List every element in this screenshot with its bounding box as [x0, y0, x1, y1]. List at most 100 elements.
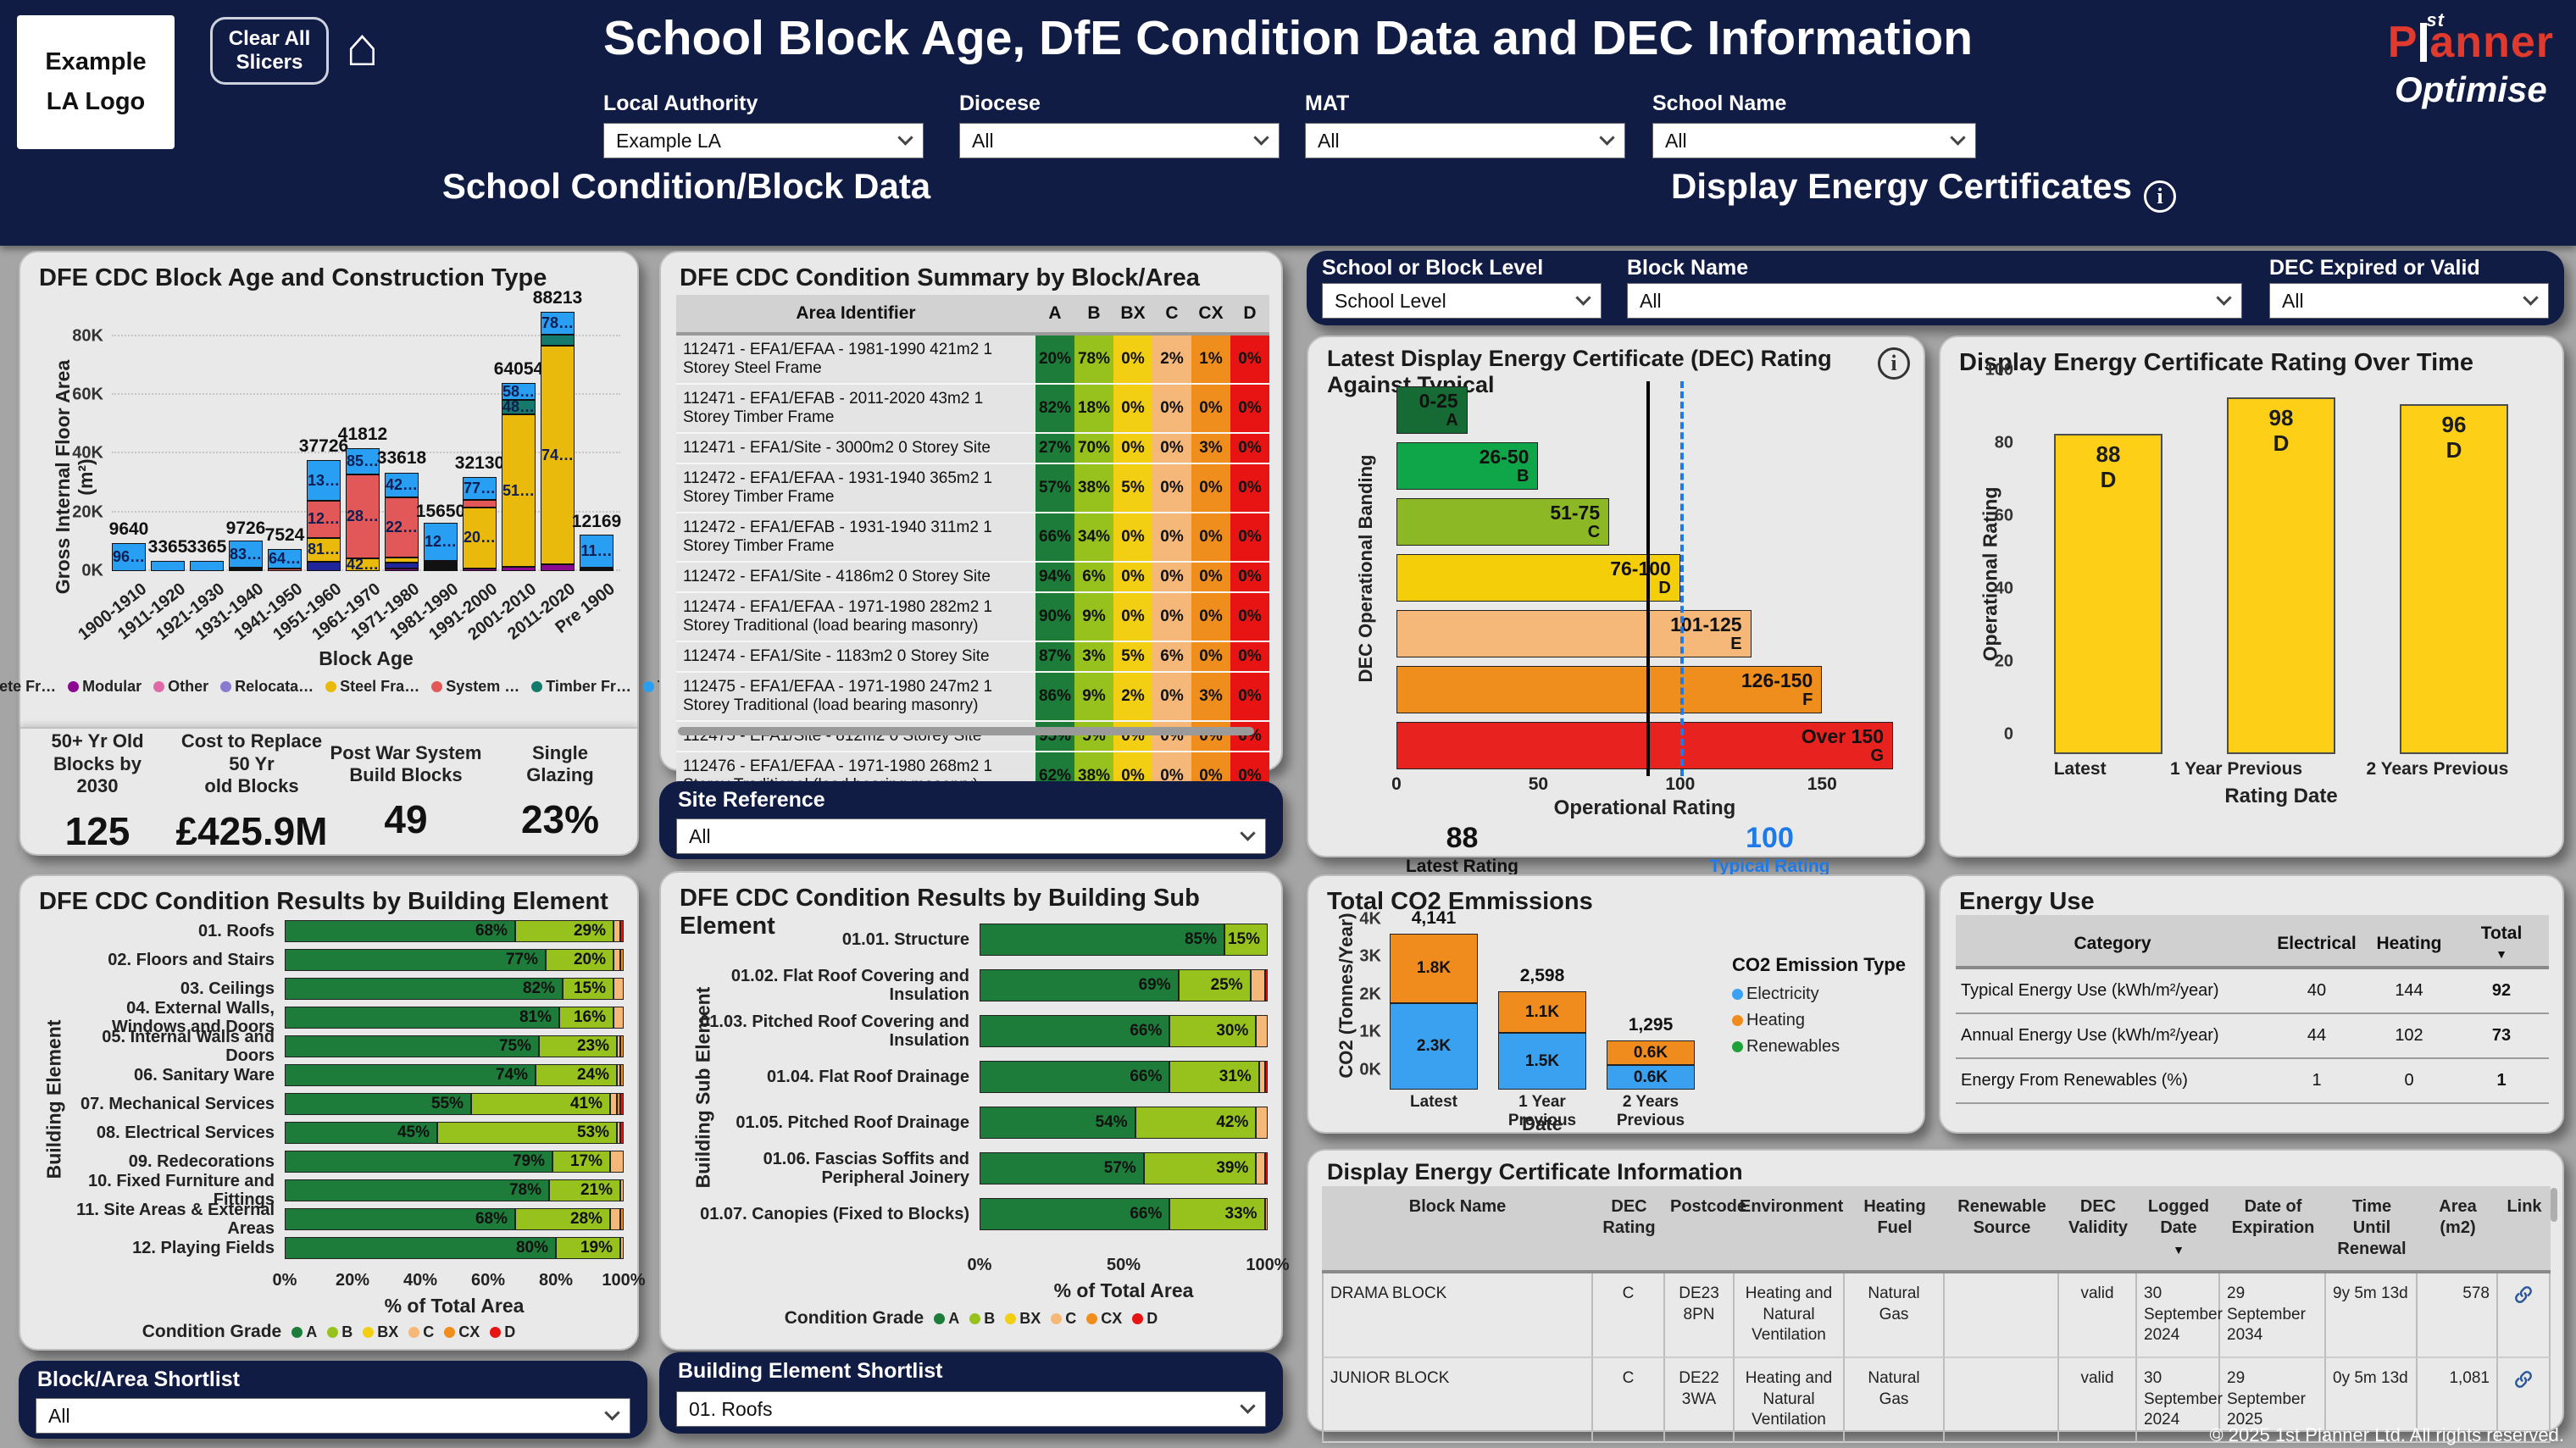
- bar-segment-traditional[interactable]: 96…: [112, 542, 146, 571]
- heating-segment[interactable]: 1.1K: [1498, 991, 1586, 1034]
- segment-B[interactable]: 30%: [1169, 1015, 1257, 1047]
- segment-D[interactable]: [1264, 1061, 1268, 1093]
- bar-segment-steel[interactable]: 42…: [346, 558, 380, 571]
- col-header-electrical[interactable]: Electrical: [2277, 933, 2357, 953]
- legend-item-heating[interactable]: Heating: [1732, 1011, 1906, 1030]
- legend-item-BX[interactable]: BX: [1005, 1310, 1041, 1328]
- segment-A[interactable]: 57%: [980, 1152, 1144, 1184]
- rating-bar-2-years-previous[interactable]: 96 D: [2400, 404, 2508, 754]
- bar-segment-steel[interactable]: 81…: [307, 537, 341, 562]
- col-header-area-m2-[interactable]: Area (m2): [2439, 1197, 2477, 1237]
- col-header-block-name[interactable]: Block Name: [1408, 1197, 1507, 1216]
- bar-segment-traditional[interactable]: [151, 561, 185, 571]
- horizontal-scrollbar[interactable]: [678, 727, 1254, 735]
- segment-CX[interactable]: [620, 1208, 624, 1230]
- segment-A[interactable]: 75%: [285, 1035, 539, 1057]
- segment-D[interactable]: [620, 1093, 624, 1115]
- legend-item-timber[interactable]: Timber Fr…: [531, 678, 631, 696]
- bar-segment-other[interactable]: [424, 565, 458, 568]
- link-icon[interactable]: [2512, 1368, 2534, 1390]
- legend-item-BX[interactable]: BX: [363, 1323, 398, 1341]
- info-icon[interactable]: i: [1878, 347, 1910, 380]
- table-row[interactable]: DRAMA BLOCK C DE23 8PN Heating and Natural …: [1322, 1273, 2551, 1359]
- home-icon[interactable]: ⌂: [346, 16, 379, 77]
- col-header-link[interactable]: Link: [2507, 1197, 2542, 1216]
- slicer-diocese-dropdown[interactable]: All: [959, 123, 1280, 158]
- clear-all-slicers-button[interactable]: Clear All Slicers: [210, 17, 329, 85]
- segment-B[interactable]: 53%: [437, 1122, 617, 1144]
- dec-band-F[interactable]: 126-150 F: [1396, 666, 1823, 713]
- rating-bar-1-year-previous[interactable]: 98 D: [2227, 397, 2335, 754]
- col-header-total[interactable]: Total ▼: [2480, 924, 2523, 962]
- segment-CX[interactable]: [620, 1035, 624, 1057]
- bar-segment-timber[interactable]: 48…: [502, 400, 536, 415]
- col-header-dec-validity[interactable]: DEC Validity: [2068, 1197, 2129, 1237]
- segment-C[interactable]: [1256, 1015, 1268, 1047]
- segment-D[interactable]: [620, 1122, 624, 1144]
- segment-C[interactable]: [613, 1007, 624, 1029]
- bar-segment-modular[interactable]: [580, 569, 613, 571]
- element-shortlist-dropdown[interactable]: 01. Roofs: [676, 1391, 1266, 1427]
- bar-segment-traditional[interactable]: 58…: [502, 382, 536, 401]
- bar-segment-timber[interactable]: [541, 335, 575, 347]
- table-row[interactable]: Annual Energy Use (kWh/m²/year) 44 102 73: [1956, 1014, 2549, 1060]
- legend-item-CX[interactable]: CX: [444, 1323, 480, 1341]
- bar-segment-concrete[interactable]: [385, 563, 419, 569]
- legend-item-A[interactable]: A: [934, 1310, 959, 1328]
- segment-B[interactable]: 42%: [1135, 1107, 1257, 1139]
- bar-segment-traditional[interactable]: 64…: [268, 548, 302, 569]
- dec-band-E[interactable]: 101-125 E: [1396, 610, 1752, 657]
- col-header-postcode[interactable]: Postcode: [1670, 1197, 1747, 1216]
- segment-B[interactable]: 19%: [556, 1237, 620, 1259]
- segment-B[interactable]: 31%: [1169, 1061, 1259, 1093]
- bar-segment-traditional[interactable]: 13…: [307, 460, 341, 501]
- segment-B[interactable]: 23%: [539, 1035, 617, 1057]
- bar-segment-traditional[interactable]: 78…: [541, 312, 575, 336]
- legend-item-D[interactable]: D: [490, 1323, 515, 1341]
- segment-B[interactable]: 25%: [1178, 969, 1251, 1001]
- table-row[interactable]: 112472 - EFA1/EFAB - 1931-1940 311m2 1 S…: [676, 513, 1269, 563]
- bar-segment-relocatable[interactable]: [424, 567, 458, 569]
- segment-C[interactable]: [1256, 1107, 1268, 1139]
- table-row[interactable]: 112472 - EFA1/EFAA - 1931-1940 365m2 1 S…: [676, 464, 1269, 513]
- col-header-date-of-expiration[interactable]: Date of Expiration: [2231, 1197, 2315, 1237]
- col-header-D[interactable]: D: [1243, 303, 1257, 323]
- segment-C[interactable]: [613, 920, 620, 942]
- legend-item-renewables[interactable]: Renewables: [1732, 1037, 1906, 1057]
- segment-C[interactable]: [620, 1179, 624, 1201]
- info-icon[interactable]: i: [2143, 180, 2176, 213]
- col-header-CX[interactable]: CX: [1198, 303, 1224, 323]
- bar-segment-traditional[interactable]: 42…: [385, 472, 419, 498]
- bar-segment-steel[interactable]: [385, 557, 419, 563]
- segment-B[interactable]: 15%: [1224, 924, 1268, 956]
- electricity-segment[interactable]: 1.5K: [1498, 1033, 1586, 1090]
- bar-segment-steel[interactable]: 51…: [502, 414, 536, 567]
- link-icon[interactable]: [2512, 1284, 2534, 1306]
- dec-band-D[interactable]: 76-100 D: [1396, 554, 1680, 602]
- segment-A[interactable]: 66%: [980, 1061, 1170, 1093]
- bar-segment-modular[interactable]: [385, 568, 419, 571]
- legend-item-C[interactable]: C: [408, 1323, 434, 1341]
- col-header-category[interactable]: Category: [2074, 933, 2151, 953]
- site-reference-dropdown[interactable]: All: [676, 818, 1266, 854]
- legend-item-concrete[interactable]: Concrete Fr…: [0, 678, 56, 696]
- segment-A[interactable]: 82%: [285, 978, 563, 1000]
- bar-segment-steel[interactable]: [424, 563, 458, 566]
- segment-A[interactable]: 81%: [285, 1007, 559, 1029]
- segment-C[interactable]: [613, 978, 624, 1000]
- segment-A[interactable]: 74%: [285, 1064, 536, 1086]
- segment-D[interactable]: [1264, 1152, 1268, 1184]
- col-header-B[interactable]: B: [1087, 303, 1101, 323]
- bar-segment-steel[interactable]: [580, 568, 613, 569]
- block-name-dropdown[interactable]: All: [1627, 283, 2242, 319]
- col-header-logged-date[interactable]: Logged Date ▼: [2147, 1197, 2210, 1257]
- table-row[interactable]: 112474 - EFA1/EFAA - 1971-1980 282m2 1 S…: [676, 593, 1269, 642]
- col-header-environment[interactable]: Environment: [1740, 1197, 1844, 1216]
- bar-segment-timber[interactable]: [424, 562, 458, 564]
- segment-A[interactable]: 54%: [980, 1107, 1135, 1139]
- table-row[interactable]: 112474 - EFA1/Site - 1183m2 0 Storey Sit…: [676, 642, 1269, 673]
- col-header-A[interactable]: A: [1048, 303, 1062, 323]
- segment-B[interactable]: 20%: [546, 949, 613, 971]
- col-header-area-identifier[interactable]: Area Identifier: [796, 303, 916, 323]
- bar-segment-system[interactable]: 22…: [385, 497, 419, 558]
